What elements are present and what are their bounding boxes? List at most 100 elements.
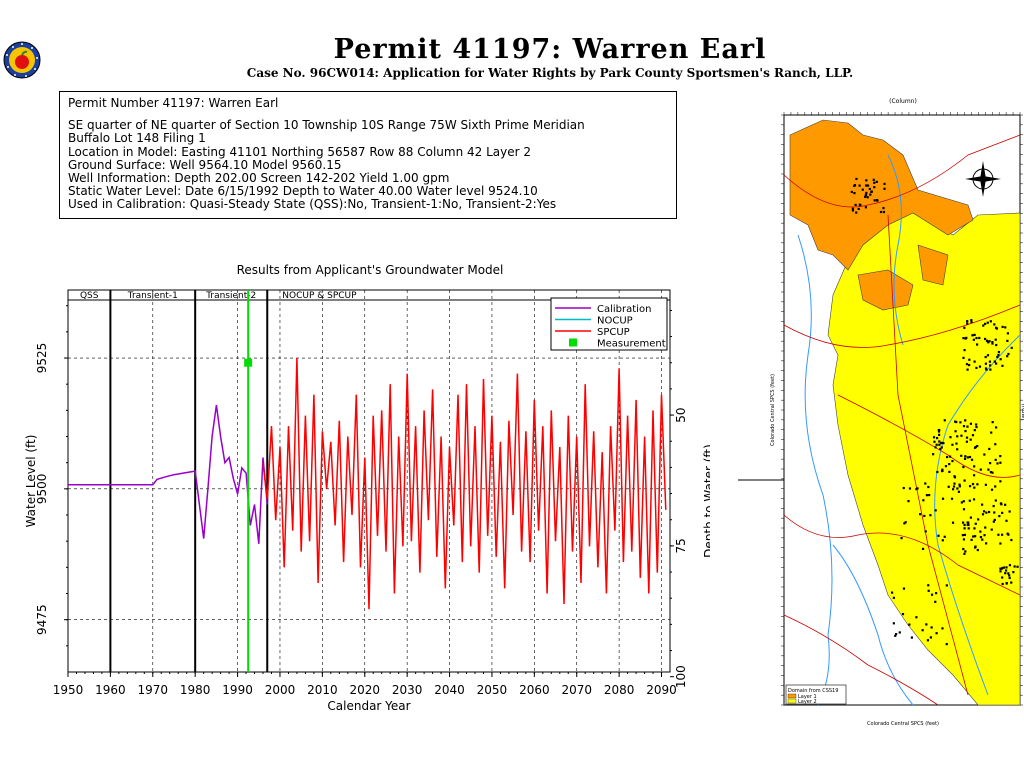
map-well-site xyxy=(962,500,965,503)
page-title: Permit 41197: Warren Earl xyxy=(333,34,767,65)
map-well-site xyxy=(933,440,936,443)
map-well-site xyxy=(976,483,979,486)
map-well-site xyxy=(962,547,965,551)
map-well-site xyxy=(984,355,987,359)
map-well-site xyxy=(939,441,943,445)
period-label: Transient-2 xyxy=(205,291,256,301)
map-road xyxy=(783,614,939,706)
map-well-site xyxy=(971,434,975,437)
x-tick-label: 2090 xyxy=(646,683,677,697)
map-well-site xyxy=(995,426,998,429)
y2-tick-label: 75 xyxy=(674,538,688,553)
map-well-site xyxy=(950,497,954,500)
map-well-site xyxy=(993,323,996,326)
info-line-location: Location in Model: Easting 41101 Northin… xyxy=(68,144,531,159)
map-well-site xyxy=(983,337,987,341)
map-well-site xyxy=(929,514,932,517)
map-river xyxy=(887,154,904,346)
map-well-site xyxy=(928,493,931,497)
map-well-site xyxy=(969,422,973,425)
map-well-site xyxy=(996,462,999,465)
map-well-site xyxy=(855,177,858,181)
map-well-site xyxy=(965,440,969,443)
x-axis-label: Calendar Year xyxy=(327,699,410,713)
map-well-site xyxy=(1004,503,1007,506)
info-line-calibration: Used in Calibration: Quasi-Steady State … xyxy=(68,197,557,212)
map-well-site xyxy=(858,203,861,206)
map-well-site xyxy=(1013,565,1016,568)
map-well-site xyxy=(868,187,871,191)
map-road xyxy=(783,134,1021,208)
map-well-site xyxy=(901,612,905,616)
map-well-site xyxy=(966,320,969,323)
map-well-site xyxy=(915,616,918,619)
map-well-site xyxy=(974,535,977,538)
map-well-site xyxy=(1010,581,1013,584)
map-well-site xyxy=(939,447,942,451)
x-tick-label: 1990 xyxy=(222,683,253,697)
map-well-site xyxy=(988,360,992,363)
map-well-site xyxy=(921,629,924,632)
map-well-site xyxy=(892,622,895,625)
map-well-site xyxy=(993,518,996,522)
map-well-site xyxy=(962,508,966,511)
map-well-site xyxy=(952,485,956,488)
map-well-site xyxy=(975,423,978,426)
state-seal-logo xyxy=(2,40,42,84)
map-well-site xyxy=(910,636,913,639)
map-well-site xyxy=(964,337,967,340)
y2-tick-label: 50 xyxy=(674,407,688,422)
info-line-ground-surface: Ground Surface: Well 9564.10 Model 9560.… xyxy=(68,157,342,172)
map-well-site xyxy=(962,538,966,541)
map-well-site xyxy=(965,363,969,366)
map-well-site xyxy=(866,196,869,199)
map-well-site xyxy=(995,362,998,365)
map-well-site xyxy=(963,533,967,536)
map-well-site xyxy=(951,488,955,491)
y-axis-label: Water Level (ft) xyxy=(24,435,38,528)
x-tick-label: 1960 xyxy=(95,683,126,697)
legend-label: Measurement xyxy=(597,339,666,350)
groundwater-chart: Results from Applicant's Groundwater Mod… xyxy=(24,263,710,713)
info-line-section: SE quarter of NE quarter of Section 10 T… xyxy=(68,118,585,133)
map-well-site xyxy=(898,631,901,634)
map-well-site xyxy=(934,446,937,449)
map-well-site xyxy=(989,461,992,465)
x-tick-label: 2070 xyxy=(561,683,592,697)
map-well-site xyxy=(865,184,869,187)
map-well-site xyxy=(956,448,959,451)
map-well-site xyxy=(934,509,937,512)
map-well-site xyxy=(970,320,973,324)
map-well-site xyxy=(969,516,972,519)
map-well-site xyxy=(979,530,982,533)
map-well-site xyxy=(879,210,883,214)
map-well-site xyxy=(953,482,956,485)
map-well-site xyxy=(883,182,886,186)
map-well-site xyxy=(982,510,986,513)
map-well-site xyxy=(960,454,963,457)
period-label: Transient-1 xyxy=(127,291,178,301)
map-well-site xyxy=(973,527,976,530)
map-top-label: (Column) xyxy=(889,98,917,105)
map-well-site xyxy=(999,358,1002,361)
map-road xyxy=(783,514,1021,596)
map-well-site xyxy=(946,455,949,459)
map-well-site xyxy=(907,500,910,503)
map-well-site xyxy=(972,535,975,538)
map-well-site xyxy=(1010,538,1013,542)
map-well-site xyxy=(1005,566,1008,569)
map-legend-item-layer1: Layer 1 xyxy=(798,694,817,700)
y2-axis-label: Depth to Water (ft) xyxy=(702,444,710,558)
x-tick-label: 2040 xyxy=(434,683,465,697)
permit-info-box: Permit Number 41197: Warren Earl SE quar… xyxy=(59,91,677,219)
map-right-label: (Row) xyxy=(1020,403,1024,420)
map-well-site xyxy=(1001,576,1004,579)
map-well-site xyxy=(998,514,1001,518)
info-line-permit: Permit Number 41197: Warren Earl xyxy=(68,96,279,110)
map-well-site xyxy=(1004,572,1007,575)
map-well-site xyxy=(978,336,981,340)
map-well-site xyxy=(873,181,876,184)
map-well-site xyxy=(990,431,993,434)
map-well-site xyxy=(981,513,985,516)
map-well-site xyxy=(873,199,876,202)
